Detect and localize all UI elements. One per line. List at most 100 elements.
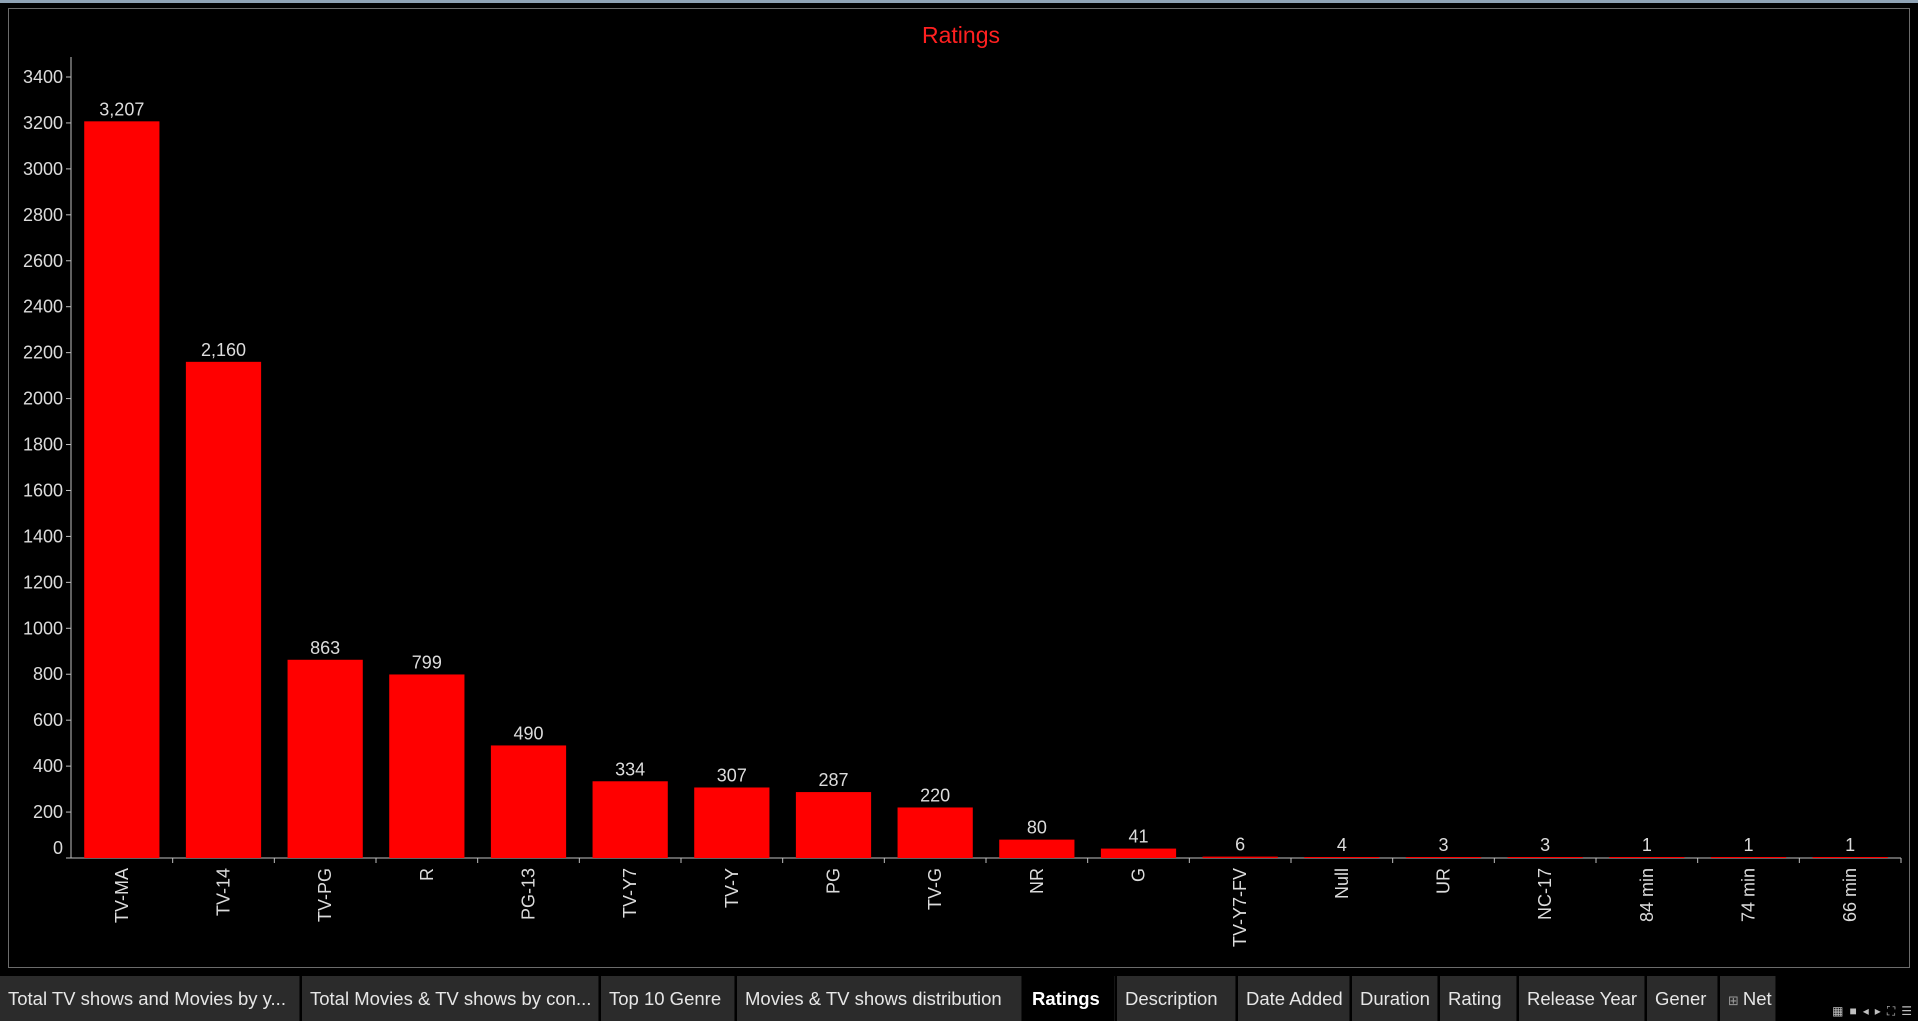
tab-label: Rating	[1448, 988, 1502, 1009]
bar[interactable]	[694, 787, 770, 858]
bar[interactable]	[84, 121, 160, 858]
tab-label: Duration	[1360, 988, 1430, 1009]
x-axis: TV-MA TV-14 TV-PG R PG-13 TV-Y7 TV-Y PG TV-G NR G T…	[71, 857, 1902, 947]
bar-value-label: 41	[1128, 827, 1148, 847]
bar[interactable]	[389, 674, 465, 858]
bar[interactable]	[1812, 857, 1888, 858]
x-tick-label: 66 min	[1840, 868, 1860, 922]
x-tick-label: G	[1129, 868, 1149, 882]
y-tick-label: 400	[33, 756, 63, 776]
next-sheet-icon[interactable]: ▸	[1874, 1004, 1881, 1018]
bar-value-label: 3	[1438, 835, 1448, 855]
bar[interactable]	[287, 659, 363, 858]
bar[interactable]	[1710, 857, 1787, 858]
tab-ratings[interactable]: Ratings	[1024, 976, 1115, 1021]
tab-duration[interactable]: Duration	[1352, 976, 1438, 1021]
bar-value-label: 6	[1235, 835, 1245, 855]
tab-release-year[interactable]: Release Year	[1519, 976, 1645, 1021]
bar-value-label: 863	[310, 638, 340, 658]
x-tick-label: R	[417, 868, 437, 881]
tab-gener[interactable]: Gener	[1647, 976, 1718, 1021]
grid-sheet-icon: ⊞	[1728, 993, 1739, 1008]
x-tick-label: TV-Y7	[620, 868, 640, 918]
tab-label: Net	[1742, 988, 1772, 1009]
bar[interactable]	[1507, 857, 1583, 858]
tab-movies-tv-shows-distribution[interactable]: Movies & TV shows distribution	[737, 976, 1022, 1021]
bar-value-label: 2,160	[201, 340, 246, 360]
tab-top-10-genre[interactable]: Top 10 Genre	[601, 976, 735, 1021]
bar-value-label: 1	[1845, 835, 1855, 855]
x-tick-label: TV-G	[925, 868, 945, 910]
tab-label: Top 10 Genre	[609, 988, 722, 1009]
bar[interactable]	[592, 781, 668, 858]
previous-sheet-icon[interactable]: ◂	[1862, 1004, 1869, 1018]
bar-value-label: 334	[615, 759, 645, 779]
bars-group	[84, 121, 1888, 858]
bar[interactable]	[1304, 857, 1380, 858]
tab-label: Total Movies & TV shows by con...	[310, 988, 592, 1009]
bar-value-label: 1	[1642, 835, 1652, 855]
x-tick-label: TV-Y7-FV	[1230, 868, 1250, 947]
tab-total-movies-tv-shows-by-con[interactable]: Total Movies & TV shows by con...	[302, 976, 599, 1021]
bar[interactable]	[1202, 856, 1278, 858]
bar-value-label: 307	[717, 765, 747, 785]
bar[interactable]	[999, 839, 1075, 858]
bar-value-label: 287	[818, 770, 848, 790]
y-tick-label: 0	[53, 838, 63, 858]
chart-title: Ratings	[922, 22, 1000, 48]
y-tick-label: 2600	[23, 251, 63, 271]
bar-value-label: 1	[1743, 835, 1753, 855]
tab-label: Ratings	[1032, 988, 1100, 1009]
x-tick-label: Null	[1332, 868, 1352, 899]
bar-value-label: 799	[412, 652, 442, 672]
x-tick-label: PG-13	[519, 868, 539, 920]
bar[interactable]	[185, 361, 262, 858]
sheet-tab-bar: Total TV shows and Movies by y... Total M…	[0, 976, 1918, 1021]
tab-total-tv-shows-and-movies-by-y[interactable]: Total TV shows and Movies by y...	[0, 976, 300, 1021]
bar[interactable]	[1405, 857, 1482, 858]
bar-value-label: 80	[1027, 818, 1047, 838]
bar-value-label: 3	[1540, 835, 1550, 855]
x-tick-label: TV-14	[214, 868, 234, 916]
bar[interactable]	[490, 745, 567, 858]
y-tick-label: 1000	[23, 618, 63, 638]
tab-label: Release Year	[1527, 988, 1638, 1009]
fit-screen-icon[interactable]: ⛶	[1886, 1004, 1896, 1018]
bar-value-label: 490	[513, 723, 543, 743]
bar-value-label: 3,207	[99, 99, 144, 119]
tab-description[interactable]: Description	[1117, 976, 1236, 1021]
x-tick-label: UR	[1434, 868, 1454, 894]
bar[interactable]	[795, 792, 872, 858]
y-tick-label: 1200	[23, 572, 63, 592]
x-tick-label: TV-PG	[315, 868, 335, 922]
chart-frame: Ratings 0 200 400 600 800 1000 1200 1400 1600 180…	[8, 8, 1910, 968]
tab-menu-icon[interactable]: ☰	[1901, 1004, 1912, 1018]
show-filmstrip-icon[interactable]: ▦	[1832, 1004, 1844, 1018]
y-tick-label: 1400	[23, 526, 63, 546]
y-tick-label: 800	[33, 664, 63, 684]
tab-label: Total TV shows and Movies by y...	[8, 988, 286, 1009]
bar[interactable]	[1609, 857, 1685, 858]
bar-value-label: 4	[1337, 835, 1347, 855]
y-tick-label: 2200	[23, 343, 63, 363]
y-tick-label: 2800	[23, 205, 63, 225]
y-tick-label: 600	[33, 710, 63, 730]
tab-label: Date Added	[1246, 988, 1343, 1009]
bar[interactable]	[897, 807, 973, 858]
tab-rating[interactable]: Rating	[1440, 976, 1517, 1021]
bar[interactable]	[1100, 848, 1177, 858]
x-tick-label: TV-Y	[722, 868, 742, 908]
x-tick-label: 84 min	[1637, 868, 1657, 922]
y-tick-label: 3400	[23, 67, 63, 87]
y-tick-label: 1600	[23, 480, 63, 500]
x-tick-label: PG	[824, 868, 844, 894]
ratings-bar-chart: Ratings 02004006008001000120014001600180…	[23, 22, 1902, 947]
tab-label: Gener	[1655, 988, 1707, 1009]
show-tabs-icon[interactable]: ■	[1849, 1004, 1857, 1018]
bar-value-label: 220	[920, 785, 950, 805]
y-axis: 0 200 400 600 800 1000 1200 1400 1600 1800 2000 220…	[23, 57, 72, 859]
value-labels-group: 3,207 2,160 863 799 490 334 307 287 220 80 41 6 4 3 3 1…	[99, 99, 1855, 855]
tab-net[interactable]: ⊞ Net	[1720, 976, 1776, 1021]
tab-date-added[interactable]: Date Added	[1238, 976, 1350, 1021]
y-tick-label: 1800	[23, 435, 63, 455]
